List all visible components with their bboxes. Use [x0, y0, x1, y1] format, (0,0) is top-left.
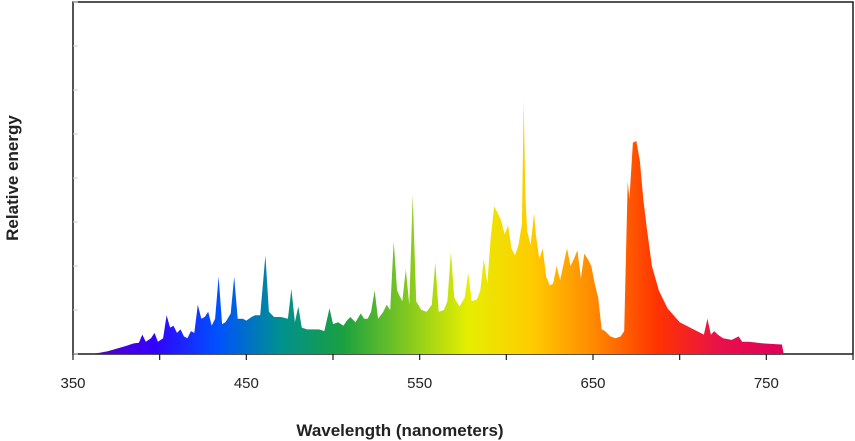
y-axis-ticks — [73, 1, 78, 355]
x-axis-ticks — [72, 354, 854, 360]
spectrum-area — [90, 100, 784, 354]
x-axis-tick-labels: 350 450 550 650 750 — [60, 375, 778, 392]
x-axis-title: Wavelength (nanometers) — [296, 421, 503, 440]
x-tick-label: 550 — [407, 375, 432, 392]
x-tick-label: 350 — [60, 375, 85, 392]
plot-area-frame — [72, 1, 854, 355]
y-axis-title: Relative energy — [3, 115, 22, 241]
x-tick-label: 650 — [580, 375, 605, 392]
x-tick-label: 450 — [234, 375, 259, 392]
x-tick-label: 750 — [754, 375, 779, 392]
